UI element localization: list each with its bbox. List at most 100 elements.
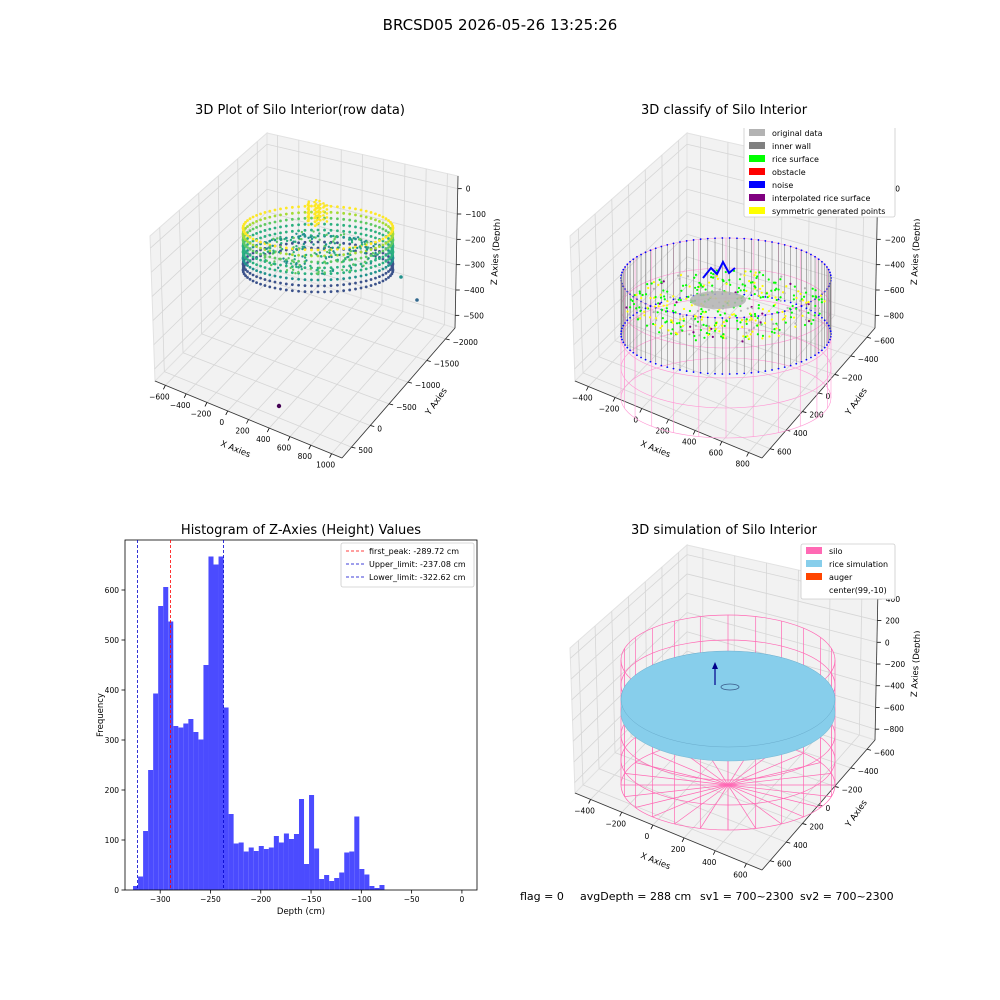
classified-point — [636, 318, 640, 321]
raw-point — [307, 223, 310, 227]
raw-point — [342, 229, 346, 233]
legend-label: Upper_limit: -237.08 cm — [369, 560, 466, 569]
raw-point — [342, 277, 346, 281]
raw-point — [310, 248, 313, 252]
classified-point — [660, 281, 663, 284]
noise-point — [636, 311, 638, 314]
classified-point — [670, 332, 673, 335]
histogram-bar — [359, 869, 365, 890]
raw-point — [336, 246, 340, 249]
raw-point — [255, 239, 258, 243]
figure-title: BRCSD05 2026-05-26 13:25:26 — [382, 16, 618, 34]
raw-point — [280, 241, 283, 245]
classified-point — [801, 299, 805, 302]
classified-point — [628, 313, 631, 316]
x-tick — [619, 812, 623, 817]
classified-point — [795, 296, 798, 300]
legend-swatch — [749, 194, 765, 201]
classified-point — [743, 284, 747, 287]
raw-point — [284, 282, 288, 286]
raw-point — [342, 253, 346, 257]
raw-point — [246, 234, 249, 237]
noise-point — [805, 358, 808, 361]
classified-point — [803, 287, 807, 290]
noise-point — [795, 247, 798, 250]
noise-point — [621, 338, 623, 341]
raw-point — [389, 250, 392, 254]
raw-point — [304, 253, 308, 257]
noise-point — [621, 327, 623, 330]
raw-point — [259, 258, 262, 262]
classified-point — [693, 276, 696, 279]
raw-point — [325, 204, 329, 207]
raw-point — [273, 286, 277, 290]
raw-point — [378, 225, 381, 229]
noise-point — [692, 239, 695, 241]
raw-point — [293, 258, 296, 261]
raw-point — [284, 252, 288, 256]
classified-point — [794, 322, 797, 325]
classified-point — [817, 306, 820, 310]
classified-point — [645, 324, 649, 327]
simulation-plot-title: 3D simulation of Silo Interior — [631, 523, 817, 538]
raw-point — [263, 256, 266, 259]
raw-point — [369, 254, 373, 257]
grid-z — [266, 188, 457, 240]
x-tick — [266, 427, 270, 433]
classified-point — [684, 284, 688, 287]
raw-point — [384, 247, 388, 251]
noise-point — [714, 237, 716, 240]
histogram-bar — [173, 726, 179, 890]
raw-point — [263, 266, 267, 269]
raw-point — [354, 251, 357, 255]
classified-point — [761, 337, 764, 340]
raw-point — [279, 225, 282, 229]
noise-point — [685, 296, 688, 298]
raw-point — [251, 251, 255, 255]
classified-point — [663, 298, 666, 301]
classified-point — [736, 290, 739, 294]
x-tick — [650, 824, 654, 830]
raw-point — [268, 239, 272, 243]
classified-point — [743, 289, 746, 292]
raw-point — [318, 215, 321, 219]
raw-point — [268, 261, 272, 265]
noise-point — [823, 263, 826, 266]
raw-point — [338, 243, 342, 247]
classified-point — [744, 335, 747, 338]
raw-point — [346, 252, 350, 255]
classified-point — [817, 298, 821, 301]
classified-point — [705, 324, 708, 327]
raw-point — [263, 229, 267, 232]
silo-base-spoke — [727, 773, 832, 786]
noise-point — [672, 367, 675, 370]
raw-point — [310, 228, 313, 232]
noise-spike — [702, 259, 736, 279]
classified-point — [761, 312, 764, 315]
y-tick — [351, 446, 356, 449]
classified-point — [753, 292, 756, 296]
noise-point — [654, 247, 657, 250]
x-tick — [308, 444, 312, 450]
raw-point — [251, 267, 255, 271]
noise-point — [764, 240, 767, 242]
histogram-bar — [283, 833, 289, 890]
classified-point — [765, 292, 768, 295]
noise-point — [817, 314, 820, 317]
raw-point — [315, 218, 319, 222]
raw-point — [384, 241, 388, 245]
raw-point — [248, 217, 252, 221]
y-tick — [802, 823, 807, 825]
noise-point — [757, 371, 760, 373]
classified-point — [626, 310, 629, 313]
noise-point — [679, 313, 681, 315]
classified-point — [784, 314, 787, 318]
raw-point — [325, 233, 328, 237]
y-tick-label: 200 — [809, 411, 824, 420]
classified-point — [770, 289, 773, 292]
raw-point — [303, 256, 307, 259]
grid-y-wall — [237, 158, 240, 297]
noise-point — [654, 362, 657, 365]
noise-point — [821, 260, 823, 263]
raw-point — [303, 278, 307, 282]
